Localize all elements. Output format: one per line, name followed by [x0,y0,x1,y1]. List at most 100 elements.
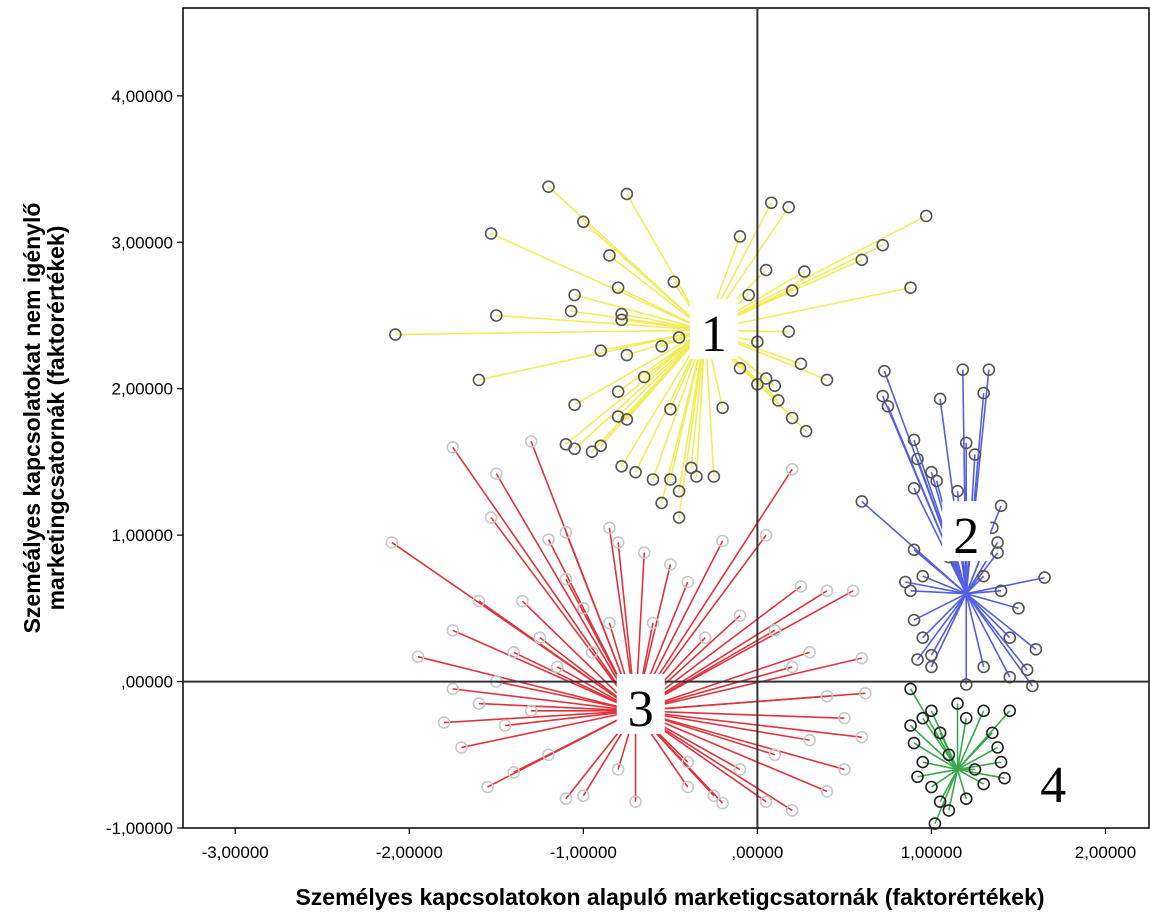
cluster-2-point [916,569,930,583]
cluster-4-spoke [956,710,1011,770]
cluster-1-point [664,473,677,486]
cluster-1-spoke [571,310,706,331]
cluster-3-spoke [635,710,828,793]
cluster-3-point [524,704,538,718]
cluster-4-point [933,795,947,808]
cluster-2-spoke [948,556,967,595]
cluster-2-point [876,389,889,403]
cluster-4-spoke [956,710,985,770]
cluster-1-spoke [395,329,706,336]
y-tick-label: ,00000 [121,673,173,692]
cluster-1-point [765,196,778,210]
cluster-1-spoke [496,314,706,331]
cluster-3-point [446,682,460,696]
cluster-1-point [603,249,616,262]
cluster-2-point [982,363,996,376]
cluster-1-spoke [574,294,706,331]
cluster-3-point [498,719,512,732]
cluster-1-point [568,442,581,456]
cluster-3-spoke [504,710,636,727]
cluster-1-point [594,344,608,357]
cluster-1-point [655,496,668,510]
x-tick-label: -1,00000 [550,843,617,862]
cluster-3-spoke [635,695,828,712]
cluster-2-spoke [905,581,967,595]
cluster-3-point [472,594,486,608]
cluster-4-point [998,771,1011,785]
cluster-4-point [925,704,938,718]
cluster-1-point [484,227,498,240]
cluster-2-point [977,386,990,400]
cluster-3-point [768,748,782,762]
cluster-3-point [577,602,590,615]
y-axis-ticks: -1,00000 ,00000 1,00000 2,00000 3,00000 4,000… [106,87,183,838]
cluster-2-point [925,660,938,674]
cluster-1-point [620,348,634,362]
cluster-2-spoke [922,593,967,639]
reference-lines [183,8,1149,828]
cluster-3-point [472,697,486,710]
cluster-2-point [1003,670,1017,684]
cluster-1-point [672,511,686,524]
cluster-1-point [799,424,813,438]
cluster-4-point [916,755,930,769]
cluster-3-point [820,785,834,798]
cluster-4-point [904,682,917,696]
cluster-1-point [919,209,933,223]
cluster-1-point [876,238,889,252]
cluster-1-point [577,215,590,229]
cluster-3-point [481,780,494,794]
cluster-4-point [942,804,956,817]
cluster-1-point [716,401,729,415]
cluster-1-point [690,470,703,483]
y-tick-label: -1,00000 [106,819,173,838]
cluster-2-spoke [916,593,967,661]
y-axis-title-line-1: Szeméályes kapcsolatokat nem igénylő [19,203,45,634]
cluster-3-spoke [478,702,636,712]
cluster-3-point [681,575,695,589]
cluster-2-spoke [913,593,967,621]
cluster-1-spoke [574,329,706,450]
cluster-3-point [681,780,695,794]
cluster-1-point [672,331,686,344]
cluster-3-point [446,624,460,637]
cluster-3-point [559,572,573,586]
cluster-3-spoke [635,710,845,771]
y-axis-title: Szeméályes kapcsolatokat nem igénylő mar… [19,203,69,634]
cluster-1-point [785,411,799,425]
cluster-1-spoke [478,329,706,381]
cluster-3-point [646,616,660,630]
cluster-4-spoke [956,718,968,770]
cluster-3-point [507,766,521,779]
cluster-4-point [986,726,999,740]
cluster-1-point [615,307,628,321]
cluster-3-point [603,616,616,630]
plot-area [182,7,1150,829]
cluster-3-point [858,686,872,700]
cluster-3-point [637,546,651,560]
cluster-3-point [733,763,747,776]
cluster-3-point [855,730,869,744]
cluster-3-spoke [495,473,637,712]
cluster-1-spoke [582,221,706,331]
cluster-4-spoke [948,769,959,811]
cluster-3-point [838,711,851,725]
cluster-3-point [611,763,625,776]
x-tick-label: ,00000 [731,843,783,862]
cluster-2-point [881,399,895,413]
cluster-3-point [716,534,729,548]
cluster-2-spoke [965,593,1011,678]
cluster-4-point [977,777,990,791]
cluster-3-point [698,631,712,644]
cluster-4-spoke [934,769,959,824]
cluster-3-point [803,645,816,659]
cluster-1-point [782,200,796,214]
cluster-3-point [437,716,451,729]
cluster-3-point [411,650,425,663]
cluster-1-label-bg [689,299,738,360]
cluster-2-label-bg [942,501,991,562]
x-tick-label: 1,00000 [901,843,962,862]
x-tick-label: -3,00000 [202,843,269,862]
cluster-1-point [855,253,869,267]
cluster-1-point [611,385,625,398]
